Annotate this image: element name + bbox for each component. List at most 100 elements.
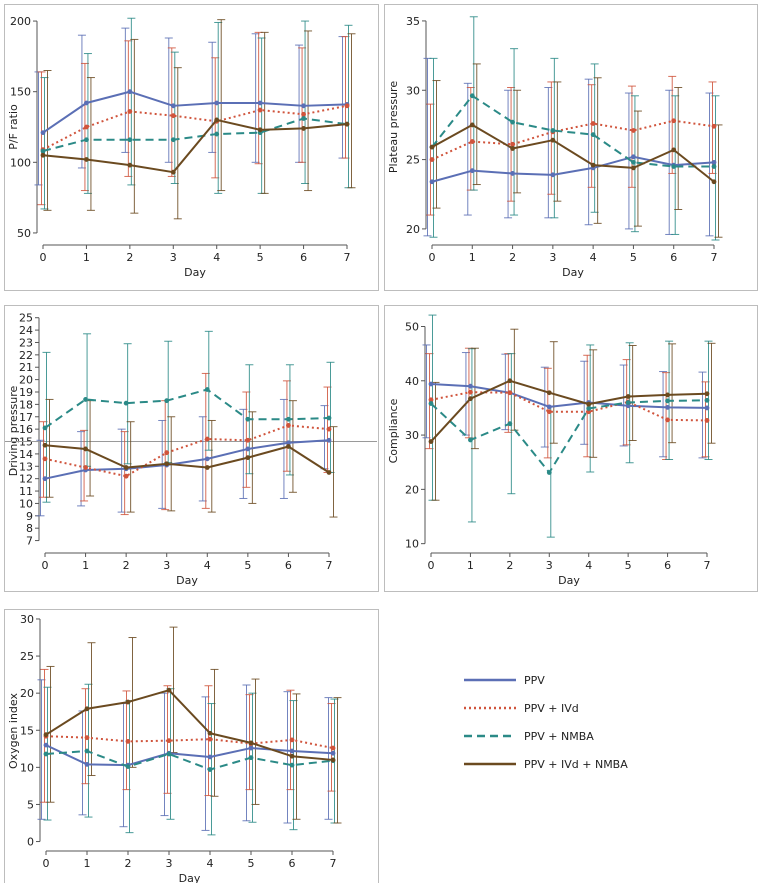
y-tick-label: 7 [26,535,33,548]
y-tick-label: 40 [405,375,419,388]
y-tick-label: 23 [19,336,33,349]
data-point [586,401,592,407]
data-point [468,437,473,443]
x-tick-label: 4 [207,857,214,870]
data-point [550,172,556,178]
y-tick-label: 50 [17,227,31,240]
data-point [214,100,220,106]
data-point [625,394,631,399]
data-point [546,409,552,415]
x-tick-label: 3 [163,559,170,572]
data-point [665,417,670,423]
y-tick-label: 100 [10,156,31,169]
data-point [43,742,49,748]
data-point [469,93,475,99]
y-tick-label: 17 [19,411,33,424]
data-point [245,455,251,461]
data-point [207,767,213,772]
data-point [711,159,717,165]
data-point [429,144,435,150]
data-point [711,179,717,185]
x-tick-label: 5 [244,559,251,572]
plot-frame [4,305,379,592]
data-point [40,130,46,136]
data-point [289,737,295,743]
y-tick-label: 15 [20,724,34,737]
series-line [430,379,708,443]
data-point [170,103,176,109]
series-line [45,750,334,771]
y-tick-label: 25 [20,650,34,663]
x-tick-label: 6 [289,857,296,870]
data-point [468,383,473,389]
data-point [326,470,332,475]
y-tick-label: 22 [19,349,33,362]
data-point [510,141,515,147]
data-point [631,165,636,171]
x-tick-label: 6 [670,251,677,264]
data-point [84,124,89,130]
data-point [665,392,670,398]
y-tick-label: 50 [405,320,419,333]
data-point [301,126,306,131]
data-point [671,118,677,124]
series-line [431,123,715,183]
x-tick-label: 3 [166,857,173,870]
series-line [431,119,715,161]
data-point [469,168,475,174]
legend-label: PPV + IVd + NMBA [524,758,628,771]
data-point [286,444,291,449]
legend-label: PPV + IVd [524,702,579,715]
data-point [671,164,677,169]
x-axis-title: Day [179,872,201,883]
data-point [170,137,176,143]
data-point [257,100,263,106]
chart-compliance: 10 20 30 40 50 0 1 2 3 4 5 6 7 Day Compliance [384,305,758,592]
plot-frame [384,4,758,291]
series-line [430,383,708,409]
data-point [123,400,129,406]
data-point [546,404,552,410]
data-point [590,162,596,168]
data-point [704,397,710,403]
data-point [127,109,133,114]
data-point [204,436,210,442]
x-tick-label: 7 [330,857,337,870]
y-tick-label: 14 [19,448,33,461]
x-tick-label: 6 [664,559,671,572]
data-point [326,437,332,443]
x-tick-label: 4 [204,559,211,572]
data-point [429,179,435,185]
series-line [45,689,334,761]
data-point [289,753,295,759]
x-tick-label: 4 [590,251,597,264]
data-point [204,456,210,462]
y-axis-title: Compliance [387,398,400,463]
x-axis-title: Day [562,266,584,279]
data-point [84,157,89,162]
data-point [84,735,90,741]
x-tick-label: 2 [123,559,130,572]
data-point [42,425,48,431]
series-line [430,399,708,474]
data-point [84,761,90,767]
y-tick-label: 30 [405,429,419,442]
data-point [546,390,552,396]
data-point [127,137,133,143]
data-point [83,446,88,452]
series-line [44,444,330,474]
plot-frame [4,609,379,883]
data-point [429,157,435,162]
data-point [625,400,631,405]
x-tick-label: 7 [326,559,333,572]
series-line [42,117,348,152]
x-tick-label: 4 [585,559,592,572]
series-line [430,391,708,422]
x-tick-label: 2 [126,251,133,264]
data-point [248,740,254,746]
data-point [204,387,210,392]
data-point [123,473,129,479]
chart-oxygen-index: 0 5 10 15 20 25 30 0 1 2 3 4 5 6 7 Day Oxygen index [4,609,379,883]
x-tick-label: 3 [549,251,556,264]
x-tick-label: 0 [429,251,436,264]
